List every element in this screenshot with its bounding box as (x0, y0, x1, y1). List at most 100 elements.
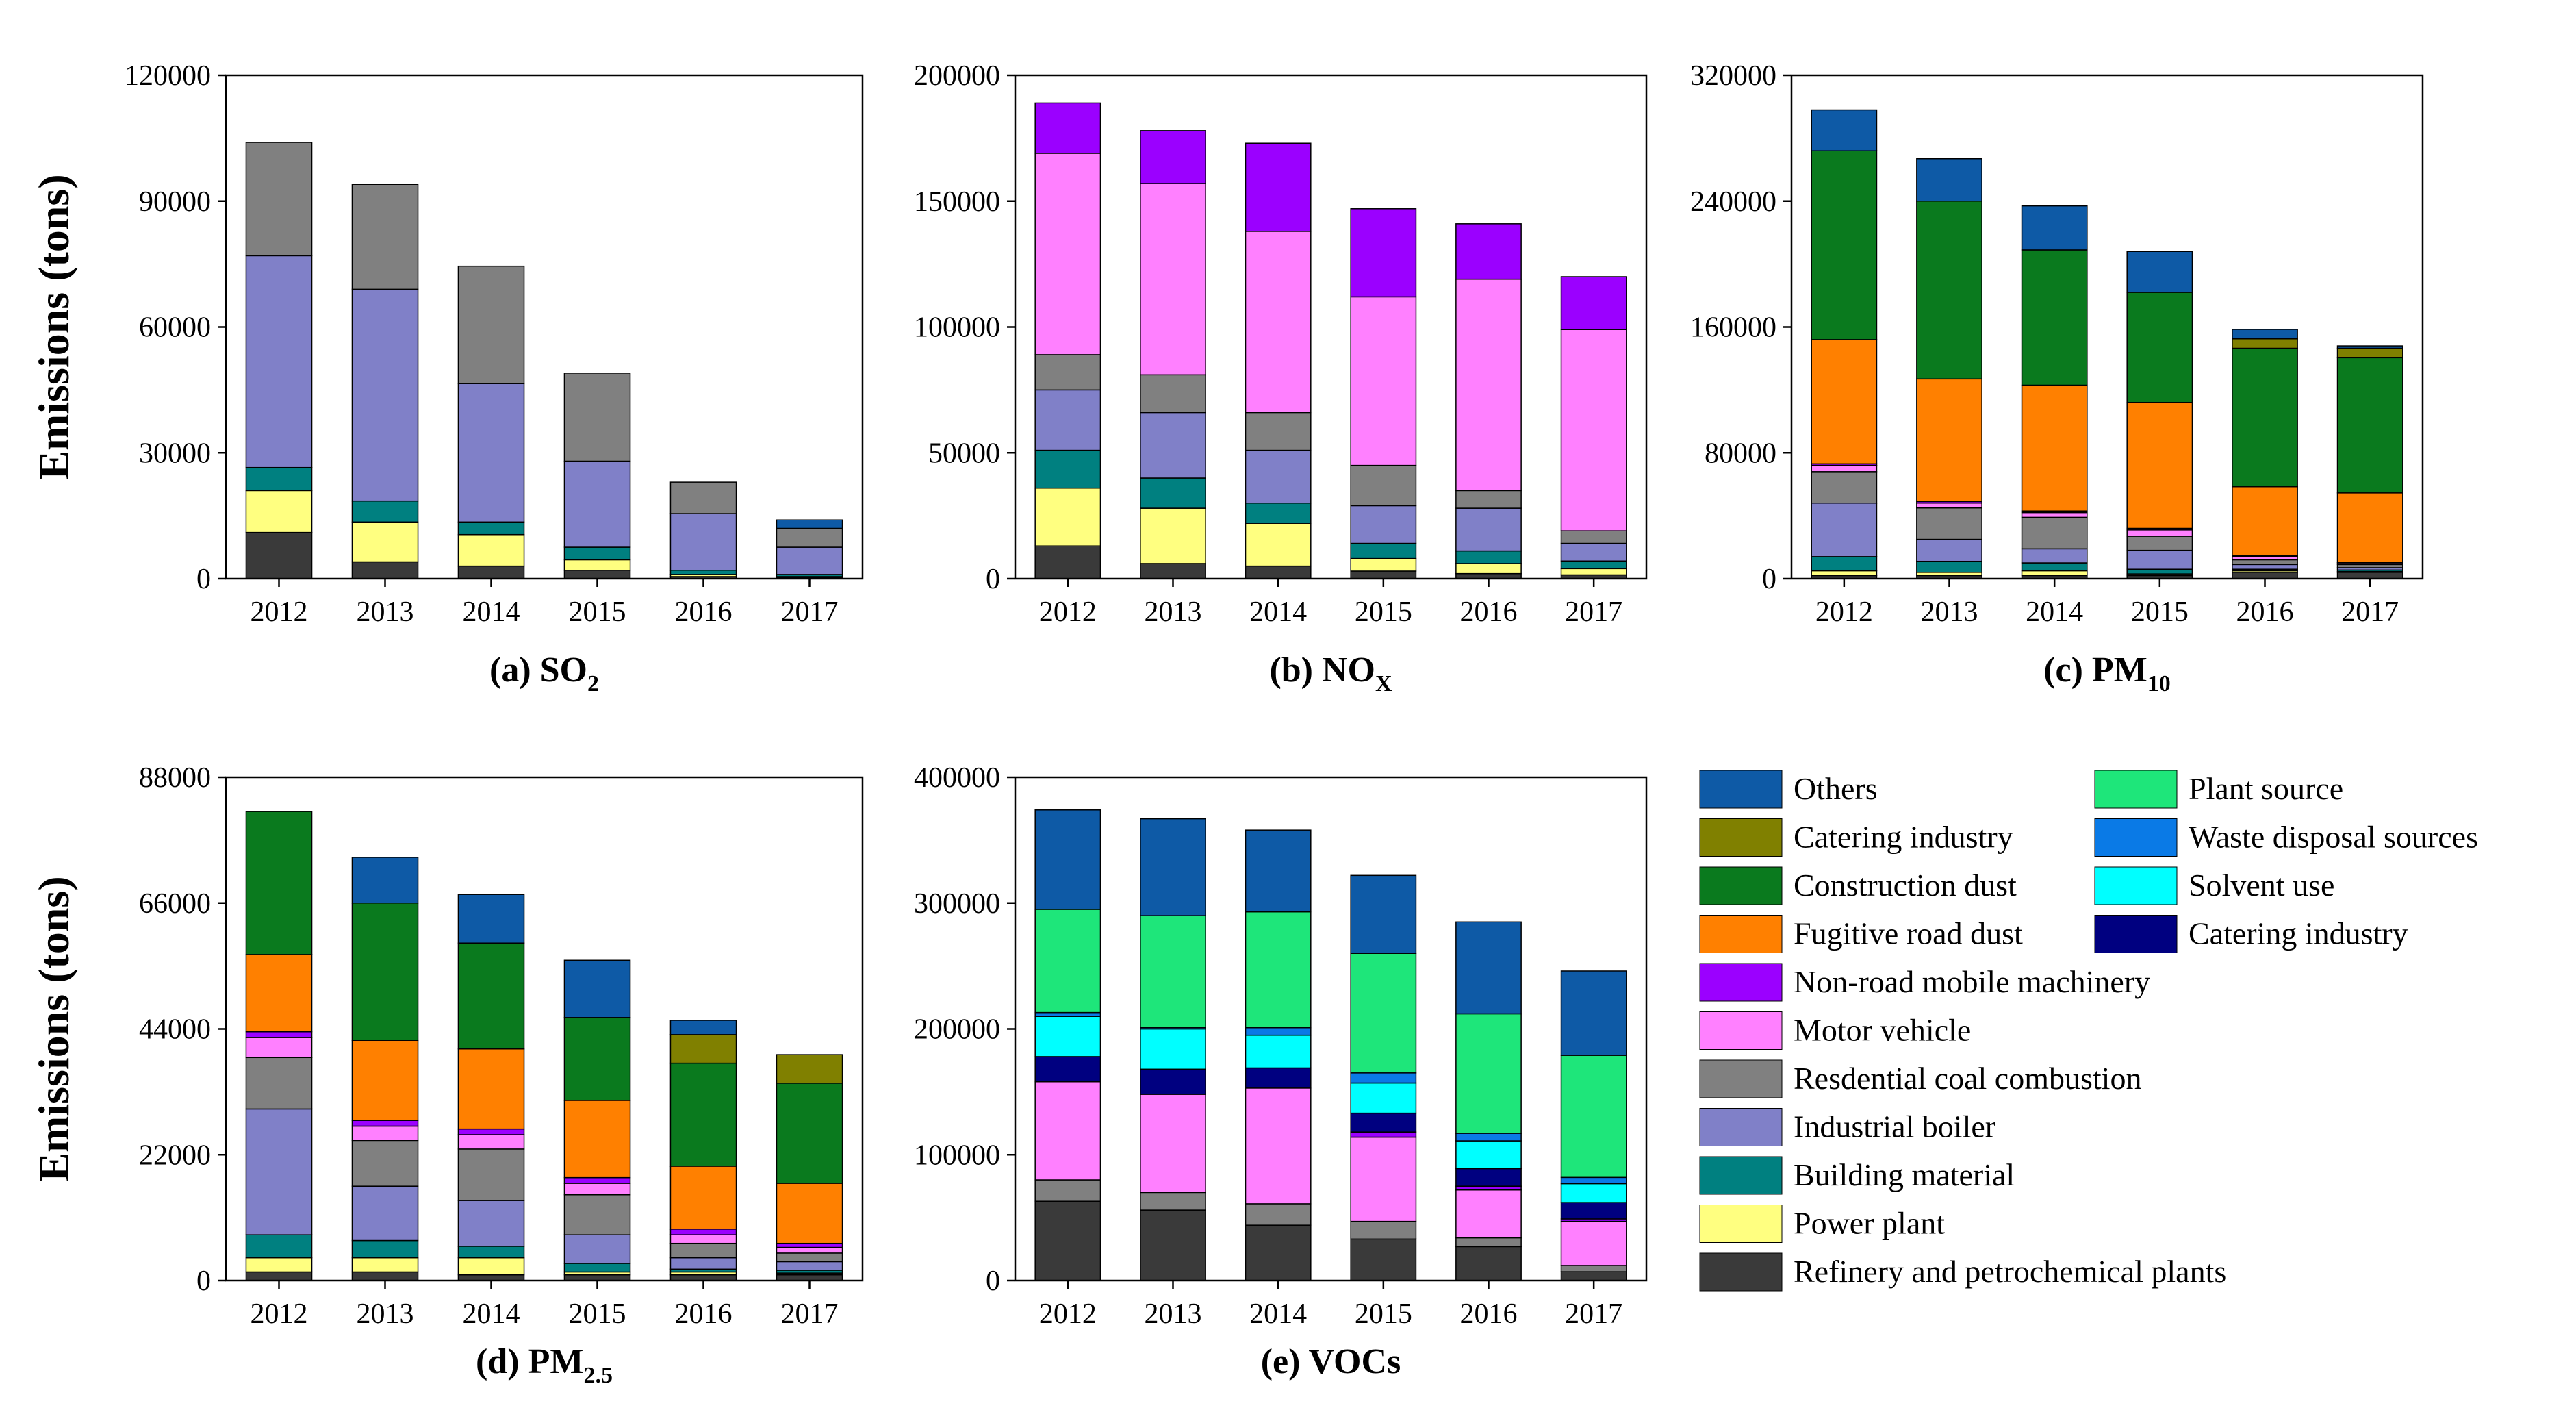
legend-label: Construction dust (1794, 868, 2017, 903)
bar-segment-refinery-and-petrochemical-plants-2012 (1034, 1200, 1101, 1281)
legend-swatch (2094, 866, 2178, 905)
bar-segment-catering-industry-2015 (1350, 1112, 1417, 1133)
bar-segment-refinery-and-petrochemical-plants-2012 (245, 531, 313, 579)
legend-swatch (1699, 1011, 1783, 1050)
bar-segment-non-road-mobile-machinery-2013 (1140, 130, 1206, 184)
bar-segment-construction-dust-2014 (457, 942, 525, 1050)
bar-segment-non-road-mobile-machinery-2016 (669, 1229, 737, 1235)
bar-segment-refinery-and-petrochemical-plants-2013 (351, 1271, 419, 1281)
bar-segment-resdential-coal-combustion-2017 (1560, 1265, 1627, 1272)
y-tick-label: 200000 (914, 1014, 1000, 1046)
bar-segment-resdential-coal-combustion-2013 (1140, 1192, 1206, 1211)
bar-segment-motor-vehicle-2012 (1034, 1081, 1101, 1181)
bar-segment-industrial-boiler-2014 (457, 383, 525, 523)
bar-segment-industrial-boiler-2015 (1350, 505, 1417, 544)
bar-segment-refinery-and-petrochemical-plants-2015 (563, 570, 631, 579)
x-tick-label: 2016 (1460, 596, 1518, 628)
bar-segment-waste-disposal-sources-2012 (1034, 1011, 1101, 1017)
bar-segment-refinery-and-petrochemical-plants-2015 (563, 1274, 631, 1281)
bar-segment-industrial-boiler-2015 (2126, 549, 2193, 570)
x-tick-label: 2012 (1039, 596, 1097, 628)
bar-segment-resdential-coal-combustion-2012 (245, 1057, 313, 1110)
y-tick-label: 44000 (139, 1014, 211, 1046)
legend-label: Plant source (2189, 771, 2343, 806)
bar-segment-resdential-coal-combustion-2014 (2021, 516, 2088, 550)
bar-segment-plant-source-2017 (1560, 1055, 1627, 1179)
bar-segment-industrial-boiler-2016 (669, 513, 737, 571)
y-tick-label: 100000 (914, 312, 1000, 344)
y-tick-label: 120000 (125, 60, 211, 92)
bar-segment-waste-disposal-sources-2014 (1245, 1027, 1312, 1036)
bar-segment-non-road-mobile-machinery-2012 (1034, 102, 1101, 154)
bar-segment-power-plant-2012 (1811, 570, 1878, 577)
bar-segment-industrial-boiler-2015 (563, 460, 631, 548)
x-tick-label: 2012 (1815, 596, 1873, 628)
bar-segment-catering-industry-2017 (1560, 1202, 1627, 1220)
legend-swatch (2094, 915, 2178, 953)
bar-segment-refinery-and-petrochemical-plants-2016 (1455, 1246, 1522, 1281)
x-tick-label: 2013 (1145, 596, 1202, 628)
bar-segment-fugitive-road-dust-2012 (1811, 339, 1878, 465)
legend-swatch (1699, 963, 1783, 1002)
bar-segment-refinery-and-petrochemical-plants-2017 (776, 1274, 843, 1281)
bar-segment-others-2012 (1034, 809, 1101, 910)
legend-swatch (1699, 1108, 1783, 1146)
legend-label: Catering industry (1794, 820, 2013, 855)
bar-segment-construction-dust-2016 (669, 1062, 737, 1167)
bar-segment-building-material-2013 (351, 500, 419, 523)
bar-segment-building-material-2015 (563, 1263, 631, 1273)
bar-segment-catering-industry-2016 (1455, 1168, 1522, 1187)
bar-segment-refinery-and-petrochemical-plants-2012 (1034, 545, 1101, 579)
bar-segment-catering-industry-2013 (1140, 1068, 1206, 1095)
bar-segment-others-2017 (2336, 345, 2403, 349)
bar-segment-motor-vehicle-2012 (1034, 153, 1101, 355)
bar-segment-power-plant-2013 (1140, 507, 1206, 564)
x-tick-label: 2012 (251, 596, 308, 628)
bar-segment-resdential-coal-combustion-2016 (1455, 1237, 1522, 1248)
bar-segment-resdential-coal-combustion-2015 (1350, 1220, 1417, 1240)
bar-segment-catering-industry-2016 (669, 1034, 737, 1064)
bar-segment-industrial-boiler-2015 (563, 1234, 631, 1264)
bar-segment-industrial-boiler-2017 (1560, 542, 1627, 562)
bar-segment-others-2016 (2232, 329, 2298, 340)
legend-swatch (1699, 1205, 1783, 1243)
bar-segment-resdential-coal-combustion-2014 (1245, 1203, 1312, 1226)
bar-segment-resdential-coal-combustion-2016 (669, 481, 737, 514)
bar-segment-fugitive-road-dust-2017 (2336, 492, 2403, 563)
bar-segment-motor-vehicle-2013 (351, 1125, 419, 1142)
bar-segment-resdential-coal-combustion-2016 (1455, 490, 1522, 509)
y-tick-label: 0 (1762, 564, 1776, 595)
x-tick-label: 2017 (781, 1298, 839, 1330)
bar-segment-motor-vehicle-2016 (1455, 278, 1522, 492)
legend-swatch (1699, 1252, 1783, 1292)
bar-segment-non-road-mobile-machinery-2016 (1455, 223, 1522, 280)
bar-segment-industrial-boiler-2012 (245, 255, 313, 468)
bar-segment-non-road-mobile-machinery-2017 (776, 1242, 843, 1248)
panel-caption: (d) PM2.5 (476, 1342, 613, 1388)
bar-segment-industrial-boiler-2016 (1455, 507, 1522, 552)
bar-segment-industrial-boiler-2012 (1034, 389, 1101, 451)
bar-segment-motor-vehicle-2015 (1350, 1136, 1417, 1222)
bar-segment-industrial-boiler-2016 (669, 1257, 737, 1270)
bar-segment-motor-vehicle-2017 (1560, 1220, 1627, 1266)
bar-segment-others-2014 (1245, 829, 1312, 913)
y-tick-label: 88000 (139, 762, 211, 794)
x-tick-label: 2014 (1249, 596, 1307, 628)
bar-segment-catering-industry-2012 (1034, 1056, 1101, 1083)
y-tick-label: 400000 (914, 762, 1000, 794)
bar-segment-waste-disposal-sources-2015 (1350, 1072, 1417, 1084)
bar-segment-motor-vehicle-2015 (1350, 296, 1417, 466)
chart-panel-2: 2012 2013 2014 2015 2016 2017 0 50000 100000 1500… (914, 60, 1648, 696)
bar-segment-resdential-coal-combustion-2015 (2126, 536, 2193, 551)
legend-label: Refinery and petrochemical plants (1794, 1254, 2226, 1289)
bar-segment-fugitive-road-dust-2012 (245, 954, 313, 1033)
x-tick-label: 2015 (2131, 596, 2189, 628)
bar-segment-catering-industry-2014 (1245, 1067, 1312, 1089)
bar-segment-construction-dust-2012 (1811, 150, 1878, 340)
x-tick-label: 2012 (251, 1298, 308, 1330)
x-tick-label: 2016 (1460, 1298, 1518, 1330)
bar-segment-fugitive-road-dust-2015 (2126, 402, 2193, 529)
x-tick-label: 2017 (1565, 596, 1622, 628)
bar-segment-motor-vehicle-2016 (1455, 1189, 1522, 1239)
plot-frame (1790, 74, 2424, 580)
